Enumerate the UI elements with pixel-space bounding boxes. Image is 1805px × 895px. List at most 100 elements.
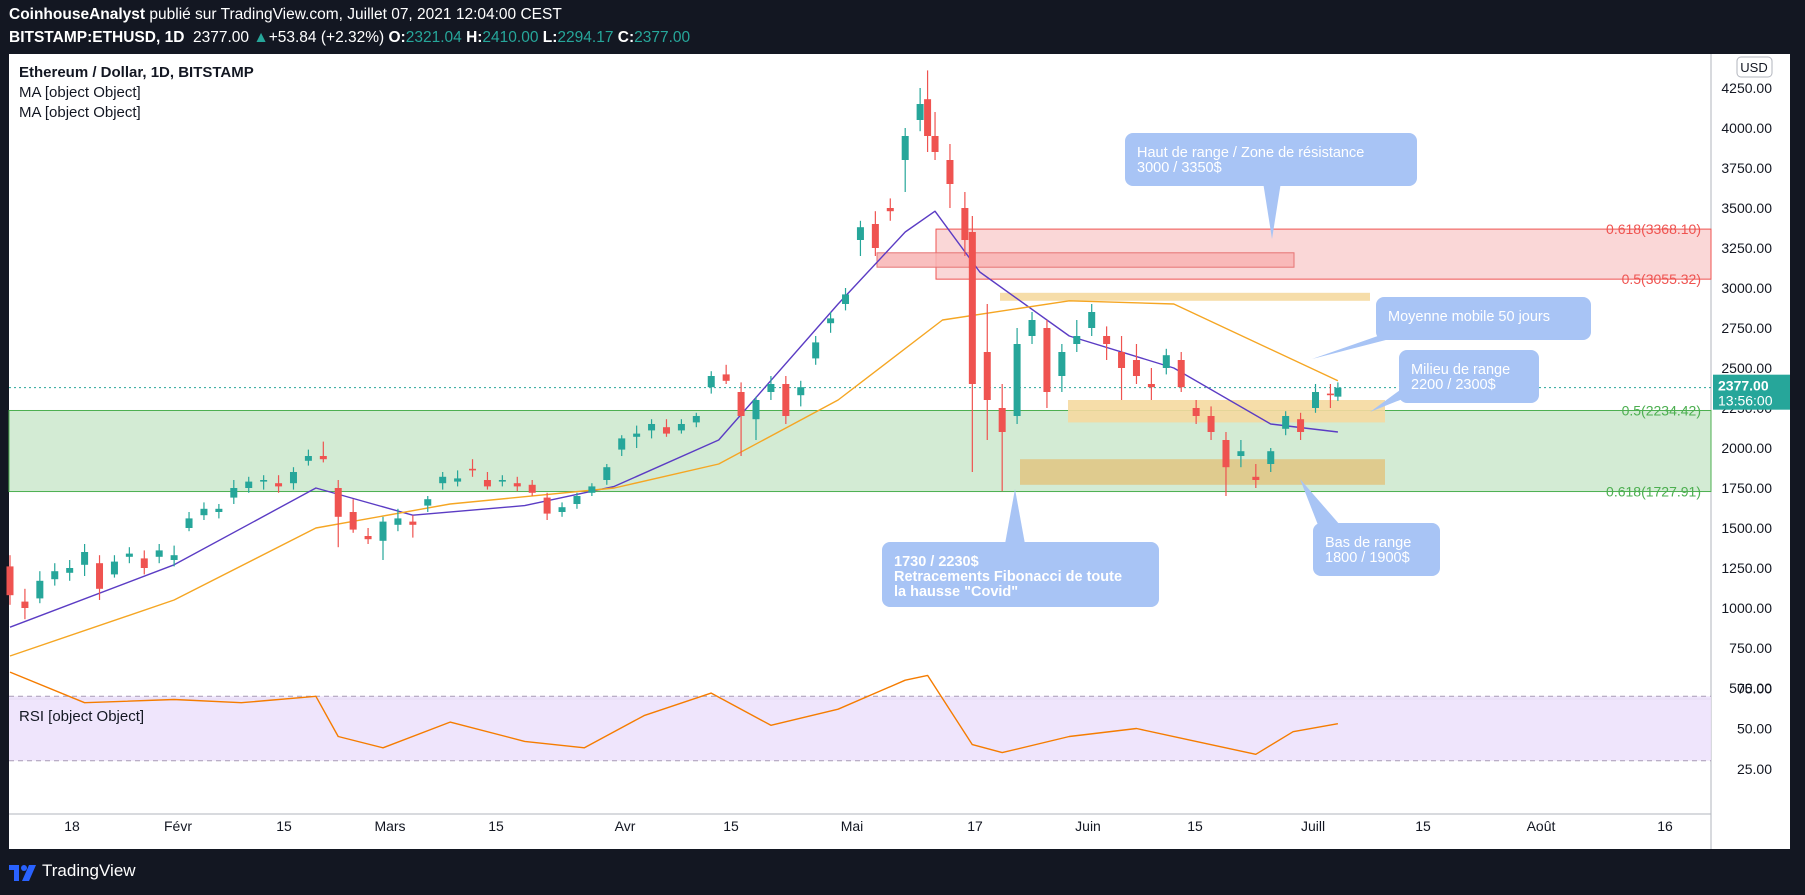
candle[interactable] xyxy=(260,475,268,490)
candle[interactable] xyxy=(96,555,104,600)
ma-line-2[interactable] xyxy=(9,300,1339,657)
legend-ma1[interactable]: MA [object Object] xyxy=(19,84,141,101)
candle[interactable] xyxy=(543,492,551,520)
candle[interactable] xyxy=(140,550,148,575)
candle[interactable] xyxy=(1192,400,1200,424)
currency-button[interactable] xyxy=(1736,56,1773,78)
candle[interactable] xyxy=(983,304,991,440)
candle[interactable] xyxy=(1043,320,1051,408)
candle[interactable] xyxy=(1297,412,1305,440)
candle[interactable] xyxy=(842,288,850,311)
mid-range-zone[interactable] xyxy=(1068,400,1385,423)
candle[interactable] xyxy=(379,516,387,560)
candle[interactable] xyxy=(1028,312,1036,344)
candle[interactable] xyxy=(782,376,790,424)
candle[interactable] xyxy=(230,480,238,504)
candle[interactable] xyxy=(424,496,432,512)
candle[interactable] xyxy=(1073,320,1081,352)
candle[interactable] xyxy=(66,560,74,581)
candle[interactable] xyxy=(6,555,14,605)
candle[interactable] xyxy=(797,380,805,407)
candle[interactable] xyxy=(1237,440,1245,468)
candle[interactable] xyxy=(1282,411,1290,436)
candle[interactable] xyxy=(633,425,641,448)
candle[interactable] xyxy=(170,545,178,567)
candle[interactable] xyxy=(961,192,969,256)
candle[interactable] xyxy=(856,220,864,256)
candle[interactable] xyxy=(1326,384,1334,408)
ma50-callout[interactable]: Moyenne mobile 50 jours xyxy=(1312,297,1591,359)
candle[interactable] xyxy=(513,476,521,492)
fib-green-zone[interactable] xyxy=(8,409,1712,493)
candle[interactable] xyxy=(692,412,700,428)
candle[interactable] xyxy=(946,144,954,208)
legend-title[interactable]: Ethereum / Dollar, 1D, BITSTAMP xyxy=(19,64,254,81)
candle[interactable] xyxy=(1222,432,1230,496)
candle[interactable] xyxy=(528,480,536,496)
candle[interactable] xyxy=(662,419,670,437)
candle[interactable] xyxy=(1334,382,1342,401)
candle[interactable] xyxy=(588,483,596,496)
candle[interactable] xyxy=(21,588,29,620)
candle[interactable] xyxy=(1162,348,1170,375)
legend-rsi[interactable]: RSI [object Object] xyxy=(19,708,144,725)
author-name[interactable]: CoinhouseAnalyst xyxy=(9,6,146,23)
candle[interactable] xyxy=(648,419,656,439)
candle[interactable] xyxy=(394,508,402,532)
candle[interactable] xyxy=(916,88,924,132)
candle[interactable] xyxy=(886,198,894,221)
bottom-range-zone[interactable] xyxy=(1020,459,1385,485)
candle[interactable] xyxy=(36,571,44,604)
candle[interactable] xyxy=(349,499,357,533)
candle[interactable] xyxy=(1147,368,1155,400)
candle[interactable] xyxy=(1103,326,1111,360)
candle[interactable] xyxy=(968,216,976,472)
chart-canvas[interactable]: 0.618(3368.10) 0.5(3055.32) 0.5(2234.42) 0.… xyxy=(0,54,1805,849)
candle[interactable] xyxy=(931,112,939,160)
candle[interactable] xyxy=(125,547,133,564)
candle[interactable] xyxy=(707,371,715,394)
candle[interactable] xyxy=(767,376,775,400)
candle[interactable] xyxy=(364,528,372,544)
candle[interactable] xyxy=(737,382,745,456)
tradingview-logo-icon[interactable] xyxy=(9,861,37,883)
candle[interactable] xyxy=(603,464,611,485)
candle[interactable] xyxy=(245,476,253,493)
candle[interactable] xyxy=(498,475,506,487)
legend-ma2[interactable]: MA [object Object] xyxy=(19,104,141,121)
candle[interactable] xyxy=(215,504,223,519)
candle[interactable] xyxy=(871,211,879,256)
rsi-line[interactable] xyxy=(9,671,1339,755)
candle[interactable] xyxy=(1118,336,1126,400)
candle[interactable] xyxy=(275,475,283,493)
candle[interactable] xyxy=(752,396,760,440)
candle[interactable] xyxy=(483,472,491,490)
candle[interactable] xyxy=(1132,344,1140,384)
candle[interactable] xyxy=(998,384,1006,492)
candle[interactable] xyxy=(155,544,163,564)
candle[interactable] xyxy=(409,515,417,538)
candle[interactable] xyxy=(334,480,342,548)
candle[interactable] xyxy=(827,312,835,333)
candle[interactable] xyxy=(289,467,297,490)
fib-callout[interactable]: 1730 / 2230$Retracements Fibonacci de to… xyxy=(882,489,1159,607)
candle[interactable] xyxy=(51,563,59,586)
candle[interactable] xyxy=(1312,384,1319,413)
upper-orange-zone[interactable] xyxy=(1000,292,1370,301)
candle[interactable] xyxy=(110,555,118,578)
candle[interactable] xyxy=(1058,344,1066,392)
candle[interactable] xyxy=(81,544,89,576)
candle[interactable] xyxy=(677,419,685,434)
candle[interactable] xyxy=(812,336,820,365)
candle[interactable] xyxy=(1013,328,1021,424)
candle[interactable] xyxy=(1252,464,1260,488)
resistance-zone[interactable] xyxy=(876,252,1295,268)
candle[interactable] xyxy=(319,441,327,463)
candle[interactable] xyxy=(304,449,312,466)
candle[interactable] xyxy=(1207,406,1215,440)
candle[interactable] xyxy=(722,364,730,384)
candle[interactable] xyxy=(439,472,447,490)
